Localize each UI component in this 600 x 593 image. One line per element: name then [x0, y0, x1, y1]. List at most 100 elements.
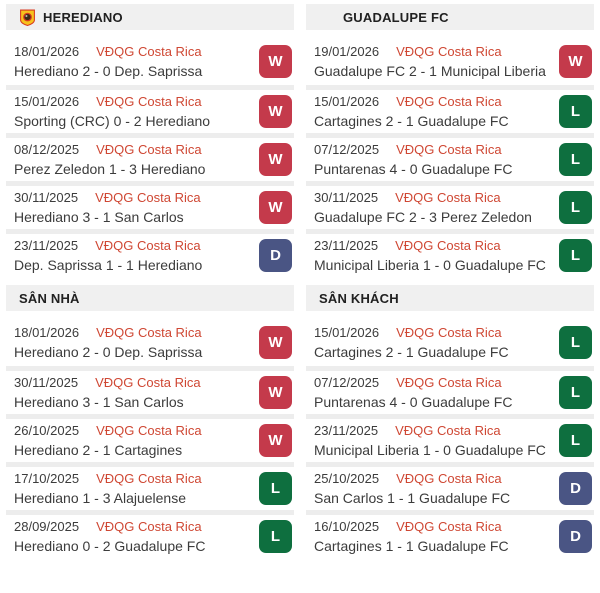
league-link[interactable]: VĐQG Costa Rica: [96, 142, 202, 157]
league-link[interactable]: VĐQG Costa Rica: [95, 375, 201, 390]
match-meta: 26/10/2025 VĐQG Costa Rica: [14, 421, 251, 440]
section-header: HEREDIANO: [6, 4, 294, 30]
outcome-badge: W: [259, 44, 292, 78]
league-link[interactable]: VĐQG Costa Rica: [96, 43, 202, 59]
league-link[interactable]: VĐQG Costa Rica: [96, 471, 202, 486]
left-column: HEREDIANO 18/01/2026 VĐQG Costa Rica Her…: [6, 4, 294, 558]
league-link[interactable]: VĐQG Costa Rica: [95, 238, 201, 253]
match-info: 23/11/2025 VĐQG Costa Rica Municipal Lib…: [314, 421, 551, 460]
section-title: GUADALUPE FC: [343, 9, 449, 25]
league-link[interactable]: VĐQG Costa Rica: [395, 423, 501, 438]
league-link[interactable]: VĐQG Costa Rica: [396, 471, 502, 486]
match-result: Puntarenas 4 - 0 Guadalupe FC: [314, 161, 513, 177]
match-date: 15/01/2026: [314, 94, 380, 109]
match-date: 17/10/2025: [14, 471, 80, 486]
match-date: 07/12/2025: [314, 142, 380, 157]
match-meta: 18/01/2026 VĐQG Costa Rica: [14, 323, 251, 342]
match-row[interactable]: 23/11/2025 VĐQG Costa Rica Municipal Lib…: [306, 414, 594, 462]
match-row[interactable]: 15/01/2026 VĐQG Costa Rica Cartagines 2 …: [306, 85, 594, 133]
league-link[interactable]: VĐQG Costa Rica: [396, 324, 502, 340]
match-meta: 07/12/2025 VĐQG Costa Rica: [314, 140, 551, 159]
match-row[interactable]: 30/11/2025 VĐQG Costa Rica Herediano 3 -…: [6, 181, 294, 229]
match-date: 08/12/2025: [14, 142, 80, 157]
match-date: 15/01/2026: [14, 94, 80, 109]
league-link[interactable]: VĐQG Costa Rica: [96, 324, 202, 340]
match-row[interactable]: 07/12/2025 VĐQG Costa Rica Puntarenas 4 …: [306, 366, 594, 414]
match-info: 25/10/2025 VĐQG Costa Rica San Carlos 1 …: [314, 469, 551, 508]
match-row[interactable]: 16/10/2025 VĐQG Costa Rica Cartagines 1 …: [306, 510, 594, 558]
match-row[interactable]: 18/01/2026 VĐQG Costa Rica Herediano 2 -…: [6, 37, 294, 85]
outcome-badge: W: [259, 143, 292, 176]
league-link[interactable]: VĐQG Costa Rica: [396, 43, 502, 59]
section-header: SÂN NHÀ: [6, 285, 294, 311]
match-result: San Carlos 1 - 1 Guadalupe FC: [314, 490, 511, 506]
section-title: SÂN KHÁCH: [319, 290, 399, 306]
match-row[interactable]: 30/11/2025 VĐQG Costa Rica Herediano 3 -…: [6, 366, 294, 414]
match-row[interactable]: 30/11/2025 VĐQG Costa Rica Guadalupe FC …: [306, 181, 594, 229]
outcome-badge: L: [559, 376, 592, 409]
match-date: 18/01/2026: [14, 43, 80, 59]
outcome-badge: L: [559, 191, 592, 224]
right-column: GUADALUPE FC 19/01/2026 VĐQG Costa Rica …: [306, 4, 594, 558]
guadalupe-crest-placeholder: [319, 9, 336, 26]
match-row[interactable]: 17/10/2025 VĐQG Costa Rica Herediano 1 -…: [6, 462, 294, 510]
league-link[interactable]: VĐQG Costa Rica: [395, 238, 501, 253]
match-info: 23/11/2025 VĐQG Costa Rica Municipal Lib…: [314, 236, 551, 275]
match-meta: 28/09/2025 VĐQG Costa Rica: [14, 517, 251, 536]
league-link[interactable]: VĐQG Costa Rica: [96, 94, 202, 109]
league-link[interactable]: VĐQG Costa Rica: [396, 375, 502, 390]
match-result: Cartagines 2 - 1 Guadalupe FC: [314, 113, 509, 129]
match-info: 07/12/2025 VĐQG Costa Rica Puntarenas 4 …: [314, 140, 551, 179]
match-row[interactable]: 15/01/2026 VĐQG Costa Rica Sporting (CRC…: [6, 85, 294, 133]
match-info: 17/10/2025 VĐQG Costa Rica Herediano 1 -…: [14, 469, 251, 508]
match-row[interactable]: 25/10/2025 VĐQG Costa Rica San Carlos 1 …: [306, 462, 594, 510]
section-header: SÂN KHÁCH: [306, 285, 594, 311]
match-info: 30/11/2025 VĐQG Costa Rica Herediano 3 -…: [14, 188, 251, 227]
match-date: 07/12/2025: [314, 375, 380, 390]
team-form-comparison: HEREDIANO 18/01/2026 VĐQG Costa Rica Her…: [6, 4, 594, 558]
outcome-badge: W: [259, 95, 292, 128]
league-link[interactable]: VĐQG Costa Rica: [395, 190, 501, 205]
league-link[interactable]: VĐQG Costa Rica: [396, 519, 502, 534]
match-row[interactable]: 26/10/2025 VĐQG Costa Rica Herediano 2 -…: [6, 414, 294, 462]
match-info: 28/09/2025 VĐQG Costa Rica Herediano 0 -…: [14, 517, 251, 556]
section-guadalupe-form: GUADALUPE FC 19/01/2026 VĐQG Costa Rica …: [306, 4, 594, 277]
match-row[interactable]: 28/09/2025 VĐQG Costa Rica Herediano 0 -…: [6, 510, 294, 558]
outcome-badge: W: [259, 376, 292, 409]
match-result: Perez Zeledon 1 - 3 Herediano: [14, 161, 206, 177]
outcome-badge: W: [259, 191, 292, 224]
match-result: Puntarenas 4 - 0 Guadalupe FC: [314, 394, 513, 410]
match-meta: 08/12/2025 VĐQG Costa Rica: [14, 140, 251, 159]
match-row[interactable]: 15/01/2026 VĐQG Costa Rica Cartagines 2 …: [306, 318, 594, 366]
league-link[interactable]: VĐQG Costa Rica: [96, 423, 202, 438]
match-list: 19/01/2026 VĐQG Costa Rica Guadalupe FC …: [306, 37, 594, 277]
herediano-crest-icon: [19, 9, 36, 26]
match-info: 08/12/2025 VĐQG Costa Rica Perez Zeledon…: [14, 140, 251, 179]
match-meta: 30/11/2025 VĐQG Costa Rica: [314, 188, 551, 207]
match-date: 19/01/2026: [314, 43, 380, 59]
match-info: 23/11/2025 VĐQG Costa Rica Dep. Saprissa…: [14, 236, 251, 275]
league-link[interactable]: VĐQG Costa Rica: [96, 519, 202, 534]
match-meta: 17/10/2025 VĐQG Costa Rica: [14, 469, 251, 488]
match-date: 18/01/2026: [14, 324, 80, 340]
match-row[interactable]: 08/12/2025 VĐQG Costa Rica Perez Zeledon…: [6, 133, 294, 181]
outcome-badge: W: [559, 44, 592, 78]
league-link[interactable]: VĐQG Costa Rica: [95, 190, 201, 205]
match-meta: 19/01/2026 VĐQG Costa Rica: [314, 42, 551, 61]
match-info: 15/01/2026 VĐQG Costa Rica Cartagines 2 …: [314, 323, 551, 362]
outcome-badge: L: [559, 95, 592, 128]
match-meta: 18/01/2026 VĐQG Costa Rica: [14, 42, 251, 61]
match-row[interactable]: 07/12/2025 VĐQG Costa Rica Puntarenas 4 …: [306, 133, 594, 181]
league-link[interactable]: VĐQG Costa Rica: [396, 94, 502, 109]
match-row[interactable]: 23/11/2025 VĐQG Costa Rica Municipal Lib…: [306, 229, 594, 277]
match-date: 28/09/2025: [14, 519, 80, 534]
match-row[interactable]: 19/01/2026 VĐQG Costa Rica Guadalupe FC …: [306, 37, 594, 85]
match-date: 15/01/2026: [314, 324, 380, 340]
match-meta: 30/11/2025 VĐQG Costa Rica: [14, 373, 251, 392]
match-date: 30/11/2025: [14, 375, 79, 390]
league-link[interactable]: VĐQG Costa Rica: [396, 142, 502, 157]
match-result: Municipal Liberia 1 - 0 Guadalupe FC: [314, 257, 546, 273]
match-row[interactable]: 18/01/2026 VĐQG Costa Rica Herediano 2 -…: [6, 318, 294, 366]
match-meta: 15/01/2026 VĐQG Costa Rica: [314, 92, 551, 111]
match-row[interactable]: 23/11/2025 VĐQG Costa Rica Dep. Saprissa…: [6, 229, 294, 277]
